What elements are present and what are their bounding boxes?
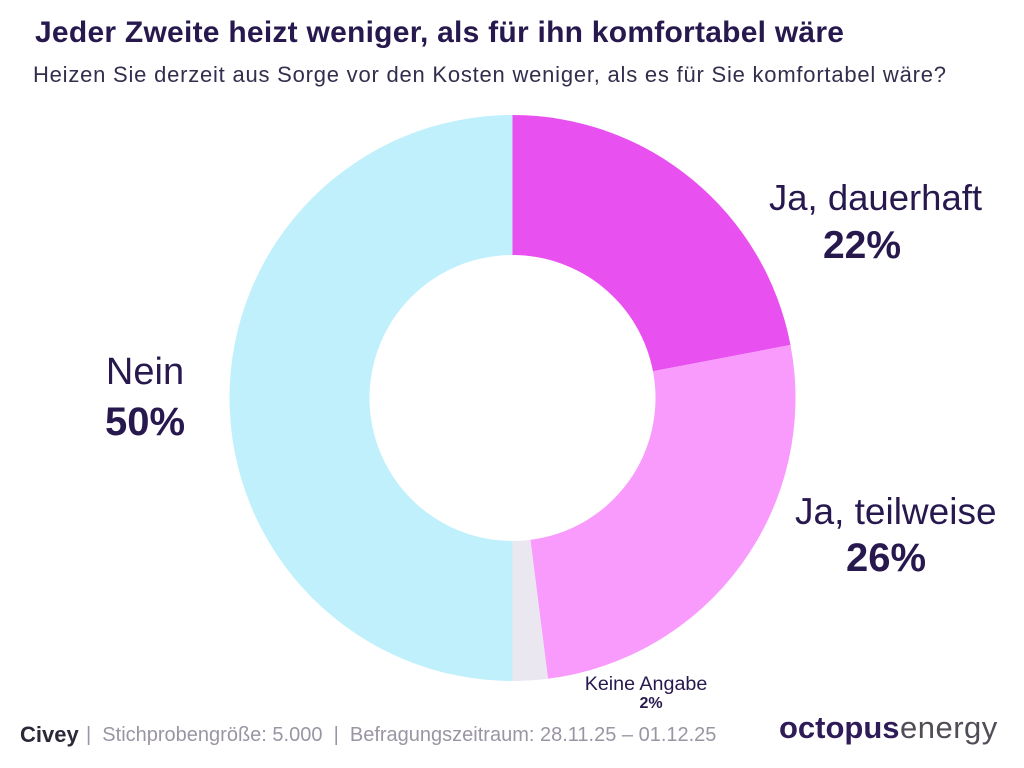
svg-text:octopus: octopus: [779, 712, 900, 745]
svg-text:energy: energy: [900, 712, 998, 745]
